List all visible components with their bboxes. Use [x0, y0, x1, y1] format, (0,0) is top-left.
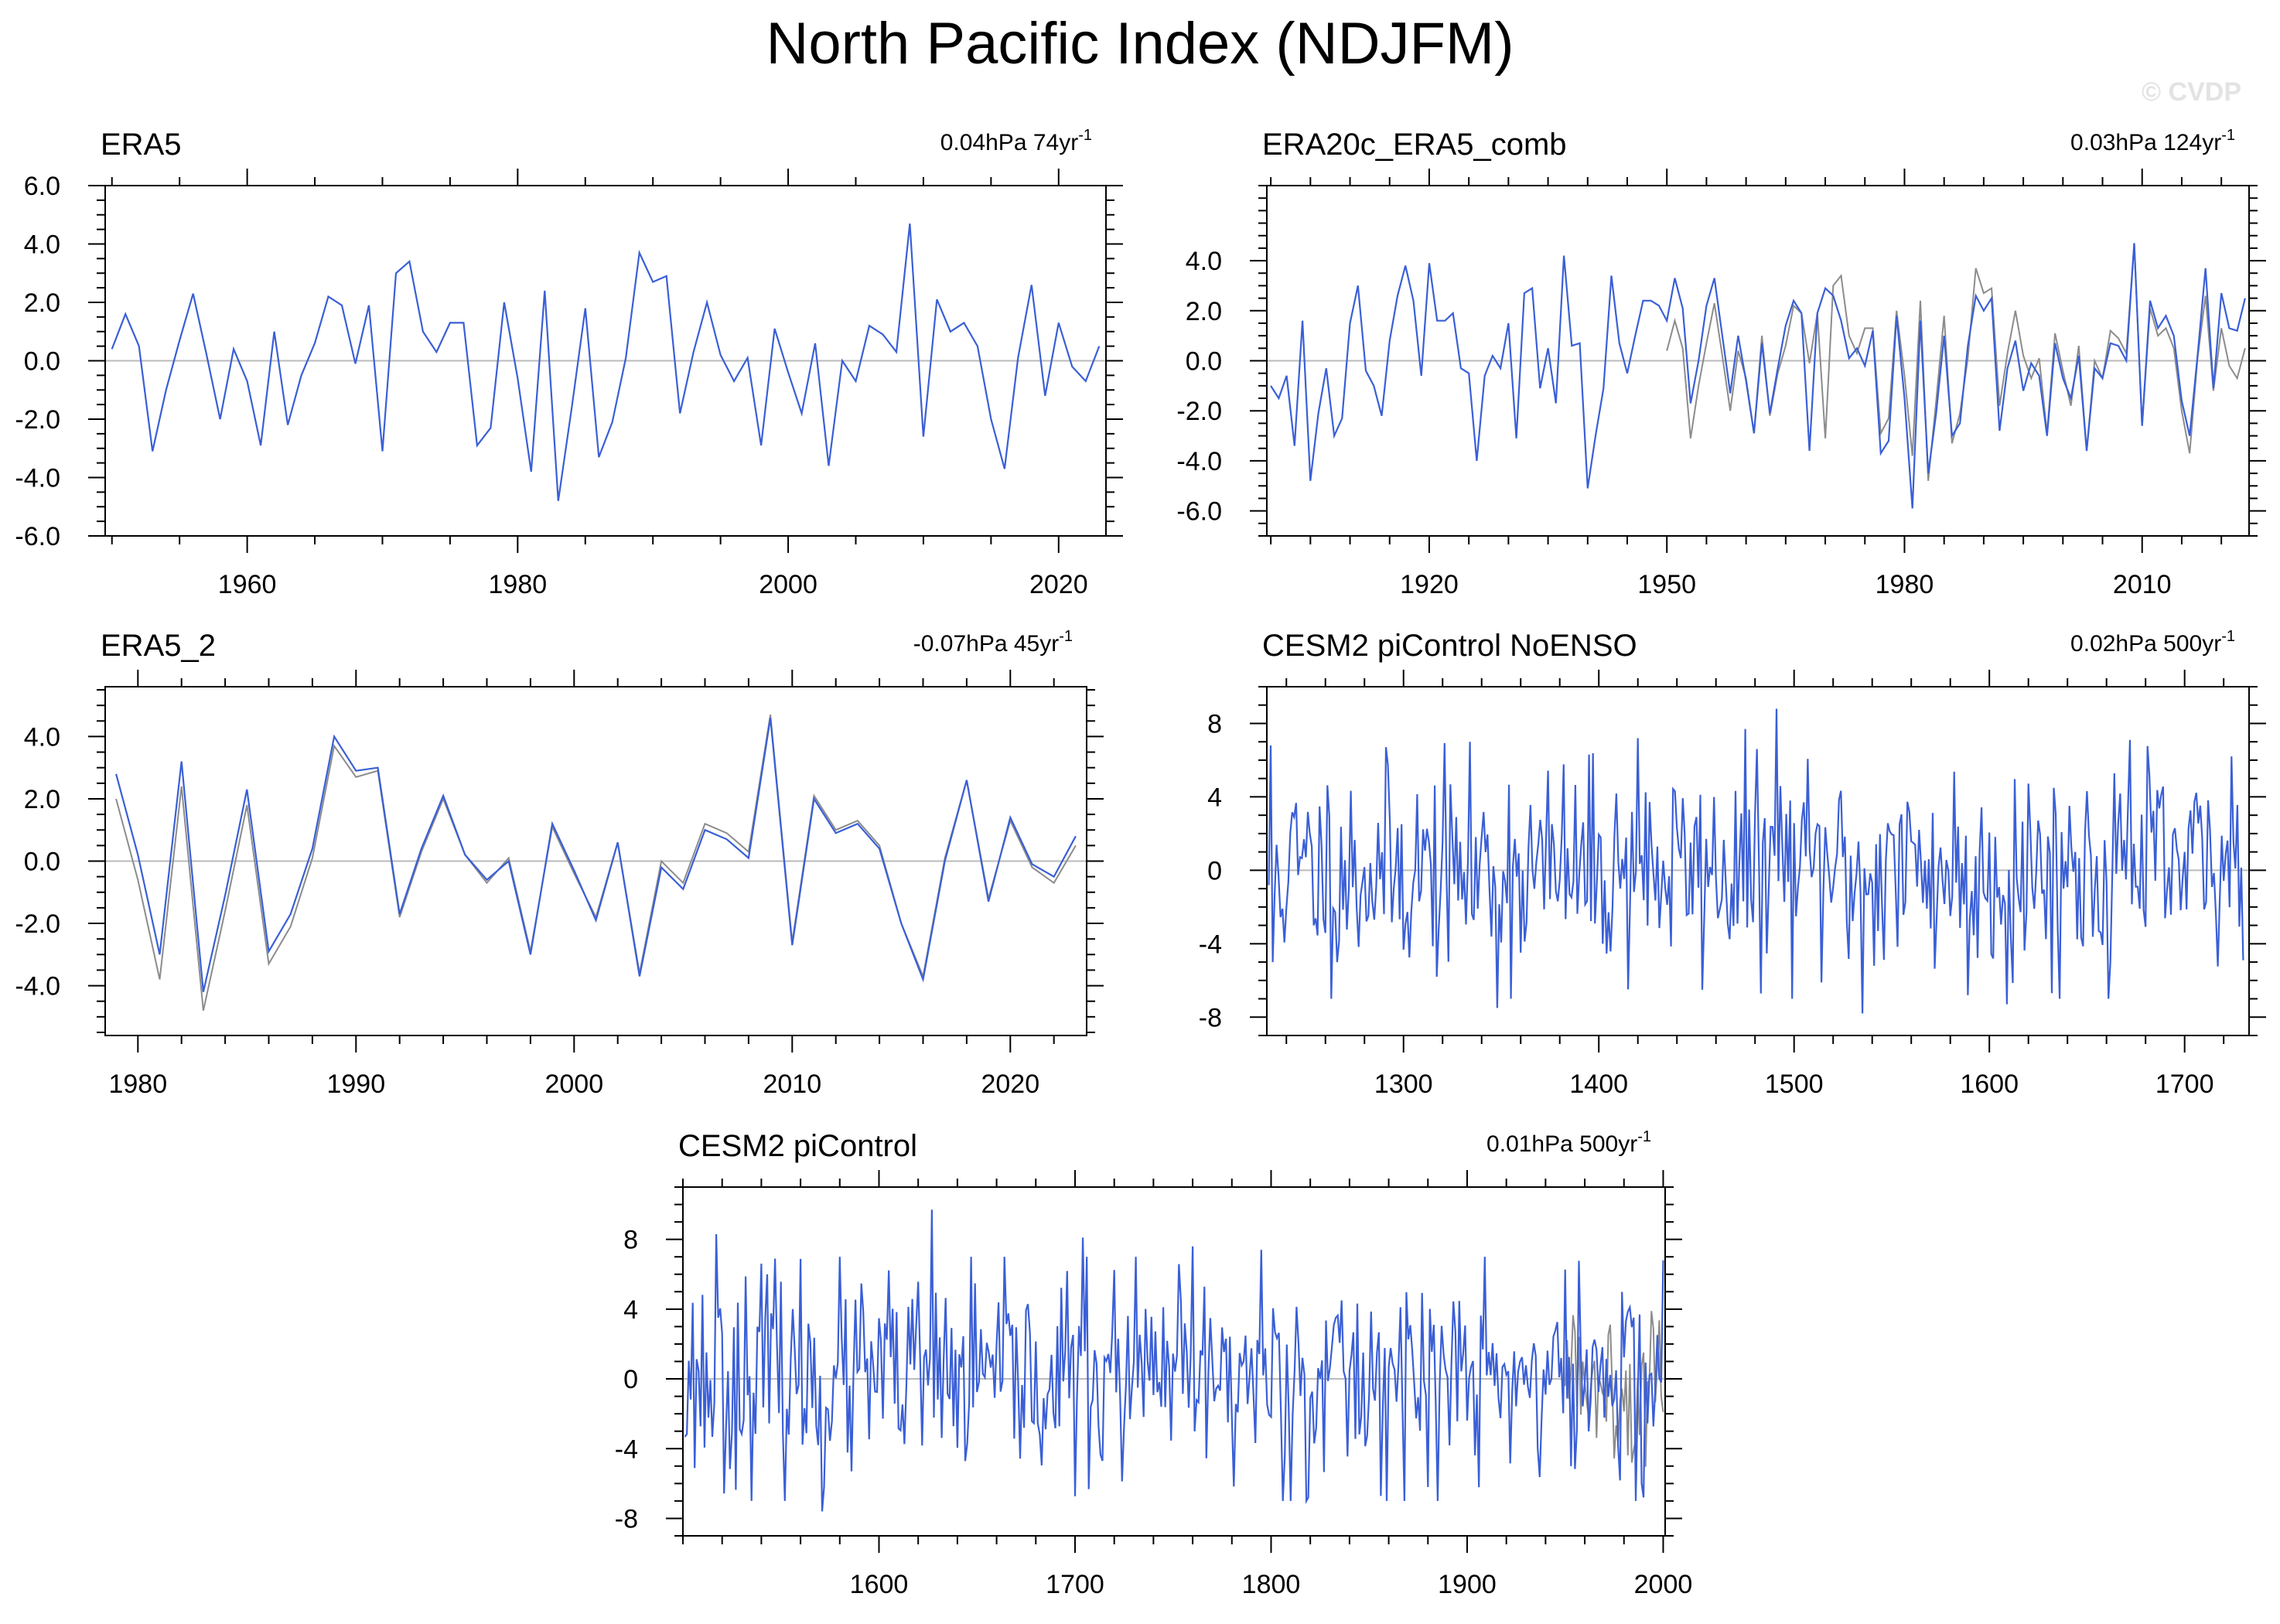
series-line-model — [1270, 243, 2246, 509]
panels: ERA5 0.04hPa 74yr-1 1960 1980 2000 2020 6.0 4.0… — [15, 127, 2266, 1599]
panel-title: ERA20c_ERA5_comb — [1262, 128, 1567, 162]
x-tick-label: 1980 — [489, 570, 548, 599]
x-tick-label: 1700 — [2155, 1070, 2214, 1099]
y-tick-label: -6.0 — [15, 522, 60, 551]
x-tick-label: 1400 — [1569, 1070, 1628, 1099]
y-tick-label: 4 — [623, 1295, 638, 1325]
panel-5: CESM2 piControl 0.01hPa 500yr-1 1600 1700 18… — [615, 1128, 1693, 1599]
x-tick-label: 2010 — [763, 1070, 821, 1099]
y-tick-label: -4 — [1199, 930, 1222, 959]
y-tick-label: -4.0 — [15, 972, 60, 1001]
x-tick-label: 1700 — [1046, 1570, 1104, 1599]
x-tick-label: 2010 — [2113, 570, 2172, 599]
y-tick-label: 4.0 — [1186, 247, 1222, 276]
x-tick-label: 1600 — [1960, 1070, 2019, 1099]
panel-2: ERA20c_ERA5_comb 0.03hPa 124yr-1 1920 1950 1… — [1176, 127, 2266, 599]
y-tick-label: 0 — [623, 1365, 638, 1394]
y-tick-label: -4.0 — [15, 464, 60, 493]
panel-4: CESM2 piControl NoENSO 0.02hPa 500yr-1 130… — [1199, 628, 2266, 1099]
y-tick-label: -4 — [615, 1435, 638, 1464]
panel-1: ERA5 0.04hPa 74yr-1 1960 1980 2000 2020 6.0 4.0… — [15, 127, 1123, 599]
y-tick-label: 2.0 — [1186, 297, 1222, 326]
y-tick-label: -2.0 — [1176, 397, 1222, 426]
x-tick-label: 1960 — [218, 570, 277, 599]
y-tick-label: 6.0 — [24, 172, 60, 201]
x-tick-label: 1800 — [1242, 1570, 1301, 1599]
trend-label: 0.04hPa 74yr-1 — [940, 127, 1092, 155]
y-tick-label: 4.0 — [24, 722, 60, 752]
y-tick-label: -6.0 — [1176, 497, 1222, 527]
x-tick-label: 1990 — [326, 1070, 385, 1099]
y-tick-label: 4.0 — [24, 230, 60, 260]
x-tick-label: 2000 — [1634, 1570, 1693, 1599]
y-tick-label: -8 — [1199, 1003, 1222, 1032]
y-tick-label: 8 — [623, 1226, 638, 1255]
panel-title: ERA5_2 — [101, 629, 216, 663]
panel-3: ERA5_2 -0.07hPa 45yr-1 1980 1990 2000 2010 202… — [15, 628, 1104, 1099]
panel-title: CESM2 piControl — [678, 1129, 917, 1163]
y-tick-label: 0.0 — [24, 347, 60, 377]
panel-title: ERA5 — [101, 128, 182, 162]
panel-title: CESM2 piControl NoENSO — [1262, 629, 1637, 663]
x-tick-label: 2000 — [544, 1070, 603, 1099]
trend-label: 0.01hPa 500yr-1 — [1486, 1128, 1651, 1157]
x-tick-label: 2020 — [1029, 570, 1088, 599]
trend-label: 0.03hPa 124yr-1 — [2070, 127, 2235, 155]
x-tick-label: 2000 — [759, 570, 817, 599]
y-tick-label: -8 — [615, 1504, 638, 1534]
trend-label: 0.02hPa 500yr-1 — [2070, 628, 2235, 657]
x-tick-label: 2020 — [981, 1070, 1039, 1099]
y-tick-label: -4.0 — [1176, 447, 1222, 476]
y-tick-label: 0.0 — [24, 848, 60, 877]
series-line-model — [115, 718, 1077, 992]
y-tick-label: 0 — [1207, 856, 1222, 885]
x-tick-label: 1980 — [108, 1070, 167, 1099]
series-line-model — [111, 223, 1101, 501]
y-tick-label: 0.0 — [1186, 347, 1222, 377]
y-tick-label: 2.0 — [24, 288, 60, 318]
y-tick-label: 2.0 — [24, 785, 60, 814]
x-tick-label: 1300 — [1374, 1070, 1433, 1099]
trend-label: -0.07hPa 45yr-1 — [913, 628, 1073, 657]
plot-frame — [1266, 686, 2250, 1036]
y-tick-label: 8 — [1207, 709, 1222, 739]
x-tick-label: 1920 — [1400, 570, 1459, 599]
series-line-model — [684, 1209, 1664, 1512]
series-line-model — [1268, 708, 2244, 1014]
y-tick-label: -2.0 — [15, 405, 60, 435]
y-tick-label: 4 — [1207, 783, 1222, 812]
x-tick-label: 1900 — [1438, 1570, 1497, 1599]
x-tick-label: 1500 — [1765, 1070, 1824, 1099]
y-tick-label: -2.0 — [15, 909, 60, 939]
watermark: © CVDP — [2142, 77, 2241, 107]
x-tick-label: 1600 — [850, 1570, 909, 1599]
x-tick-label: 1950 — [1637, 570, 1696, 599]
figure-title: North Pacific Index (NDJFM) — [766, 11, 1514, 77]
x-tick-label: 1980 — [1876, 570, 1934, 599]
